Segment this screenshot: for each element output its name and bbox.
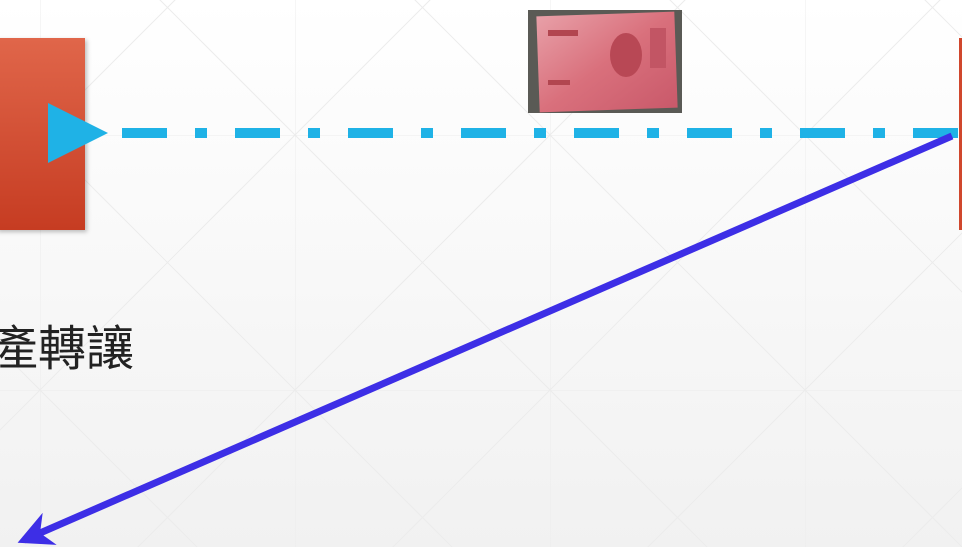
left-box [0, 38, 85, 230]
banknote-image [528, 10, 682, 113]
background-pattern [0, 0, 962, 547]
slide: 產轉讓 [0, 0, 962, 547]
slide-text: 產轉讓 [0, 323, 134, 376]
page: 產轉讓 (() => { const data = JSON.parse(doc… [0, 0, 962, 547]
